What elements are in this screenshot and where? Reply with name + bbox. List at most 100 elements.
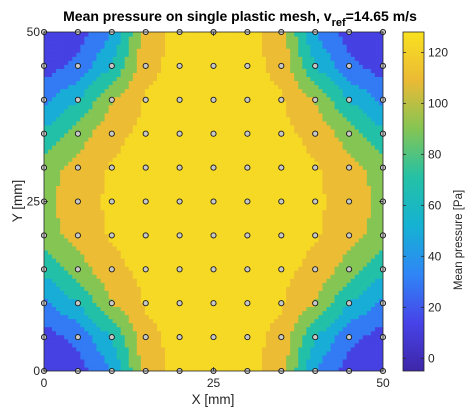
contour-cell [326,278,332,283]
contour-cell [237,262,243,267]
contour-cell [350,217,356,223]
contour-cell [330,185,336,190]
contour-cell [80,346,85,352]
contour-cell [217,362,223,368]
contour-cell [84,221,89,227]
contour-cell [217,282,223,287]
contour-cell [370,209,376,215]
contour-cell [104,217,110,223]
contour-cell [370,266,376,271]
contour-cell [80,177,85,182]
contour-cell [148,209,154,215]
contour-cell [181,302,186,308]
contour-cell [189,278,194,283]
contour-cell [197,274,202,279]
contour-cell [278,290,283,295]
contour-cell [209,274,215,279]
contour-cell [350,181,356,186]
contour-cell [209,258,215,263]
contour-cell [136,306,142,312]
contour-cell [354,136,360,142]
contour-cell [201,274,207,279]
contour-cell [278,338,283,344]
contour-cell [318,145,324,150]
contour-cell [257,318,263,324]
contour-cell [326,322,332,328]
contour-cell [257,149,263,154]
contour-cell [201,326,207,332]
contour-cell [92,165,98,170]
contour-cell [362,249,368,255]
contour-cell [112,322,118,328]
contour-cell [233,189,239,195]
contour-cell [378,294,383,299]
contour-cell [136,274,142,279]
contour-cell [290,181,295,186]
contour-cell [76,270,81,275]
contour-cell [124,290,130,295]
contour-cell [217,177,223,182]
contour-cell [217,258,223,263]
contour-cell [169,286,174,291]
contour-cell [116,294,122,299]
contour-cell [237,173,243,178]
contour-cell [249,173,255,178]
contour-cell [245,286,251,291]
contour-cell [350,342,356,348]
contour-cell [330,225,336,231]
contour-cell [56,282,61,287]
contour-cell [108,241,114,247]
contour-cell [96,334,102,340]
contour-cell [298,350,303,356]
contour-cell [157,330,162,336]
contour-cell [338,258,344,263]
contour-cell [346,310,352,316]
contour-cell [165,140,170,146]
contour-cell [378,213,383,219]
contour-cell [68,237,73,243]
contour-cell [358,326,364,332]
contour-cell [302,346,307,352]
contour-cell [72,233,77,239]
contour-cell [354,286,360,291]
contour-cell [282,149,287,154]
contour-cell [161,306,166,312]
contour-cell [229,278,235,283]
contour-cell [44,205,49,211]
contour-cell [253,253,259,259]
contour-cell [205,278,211,283]
contour-cell [245,161,251,166]
contour-cell [354,253,360,259]
contour-cell [270,217,275,223]
contour-cell [370,132,376,138]
contour-cell [342,157,348,162]
contour-cell [132,209,138,215]
contour-cell [358,136,364,142]
contour-cell [338,354,344,360]
contour-cell [310,282,315,287]
contour-cell [270,249,275,255]
contour-cell [241,140,247,146]
contour-cell [278,209,283,215]
contour-cell [144,249,150,255]
contour-cell [378,145,383,150]
contour-cell [342,290,348,295]
contour-cell [342,241,348,247]
contour-cell [306,136,311,142]
contour-cell [362,209,368,215]
contour-cell [318,310,324,316]
contour-cell [241,266,247,271]
contour-cell [64,342,69,348]
contour-cell [193,201,198,207]
contour-cell [100,177,106,182]
contour-cell [229,149,235,154]
contour-cell [84,149,89,154]
contour-cell [56,233,61,239]
contour-cell [334,157,340,162]
contour-cell [104,189,110,195]
contour-cell [350,241,356,247]
contour-cell [140,197,146,203]
contour-cell [302,366,307,371]
contour-cell [104,266,110,271]
contour-cell [209,330,215,336]
